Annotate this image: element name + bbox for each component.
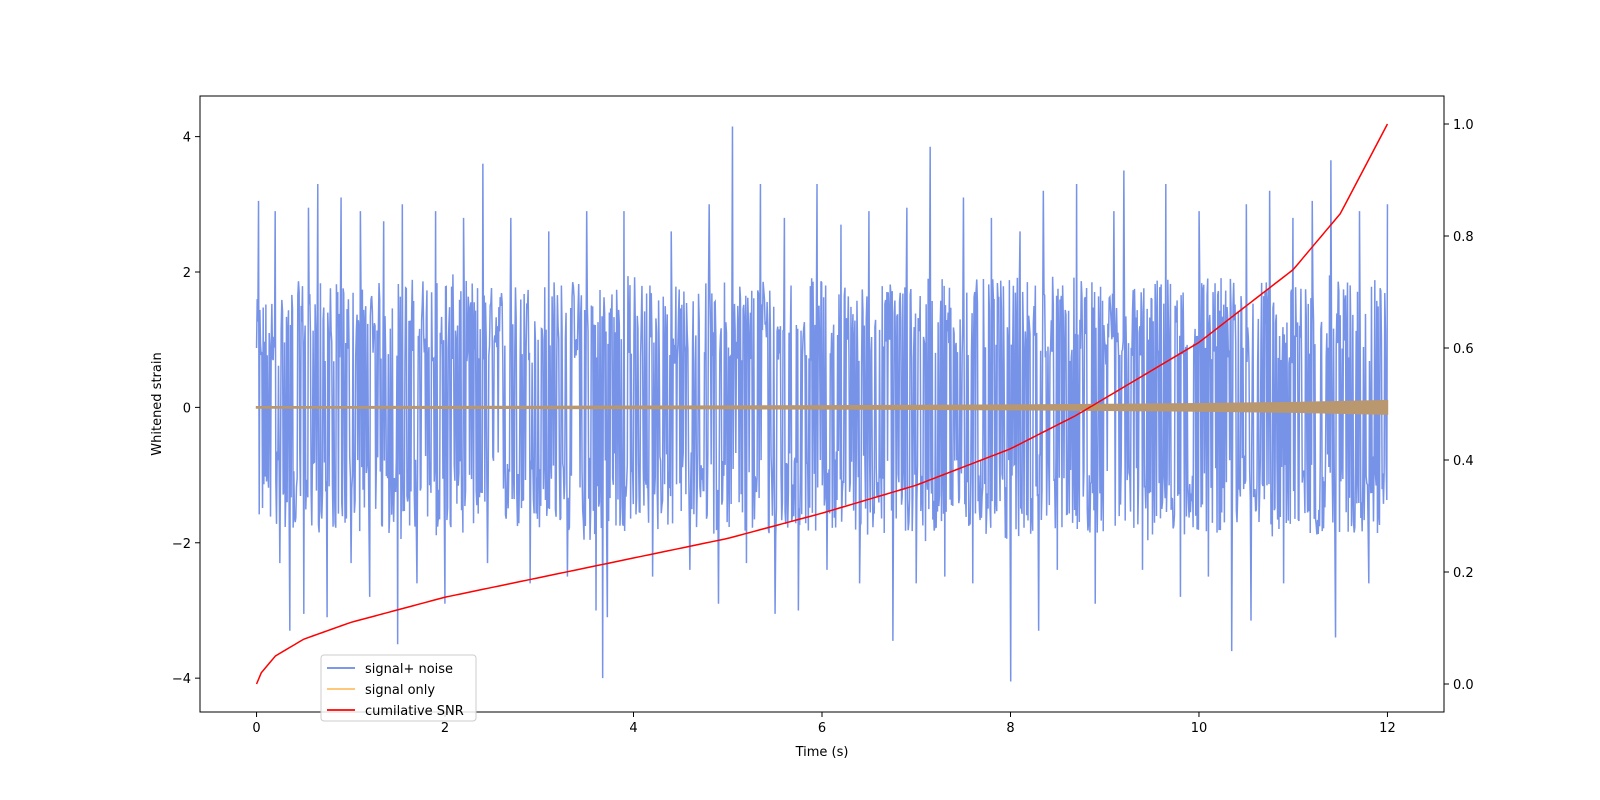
series-cumulative-snr-line (255, 123, 1389, 685)
legend-label: cumilative SNR (365, 704, 464, 719)
x-tick-label: 8 (1006, 721, 1014, 736)
y2-tick-label: 0.6 (1453, 342, 1474, 357)
axes-ticks: 0 2 4 6 8 10 12 −4 −2 0 2 4 0.0 0.2 0.4 0.6 0.8 1.0 (172, 118, 1474, 736)
series-signal-noise-line (255, 126, 1389, 682)
x-tick-label: 0 (252, 721, 260, 736)
x-tick-label: 6 (818, 721, 826, 736)
x-tick-label: 12 (1379, 721, 1396, 736)
y-tick-label: −2 (172, 537, 191, 552)
legend-label: signal only (365, 683, 435, 698)
x-tick-label: 2 (441, 721, 449, 736)
y2-tick-label: 0.4 (1453, 454, 1474, 469)
y2-tick-label: 0.0 (1453, 678, 1474, 693)
x-tick-label: 4 (629, 721, 637, 736)
legend-label: signal+ noise (365, 662, 453, 677)
y2-tick-label: 0.2 (1453, 566, 1474, 581)
series-signal-only-band (255, 399, 1389, 415)
x-axis-label: Time (s) (795, 745, 849, 760)
y-axis-label: Whitened strain (150, 352, 165, 455)
legend-box (320, 654, 477, 722)
y-tick-label: 4 (183, 131, 191, 146)
y-tick-label: 2 (183, 266, 191, 281)
x-tick-label: 10 (1191, 721, 1208, 736)
y2-tick-label: 1.0 (1453, 118, 1474, 133)
y-tick-label: 0 (183, 401, 191, 416)
plot-area (255, 123, 1389, 685)
y-tick-label: −4 (172, 672, 191, 687)
y2-tick-label: 0.8 (1453, 230, 1474, 245)
legend: signal+ noise signal only cumilative SNR (320, 654, 477, 722)
